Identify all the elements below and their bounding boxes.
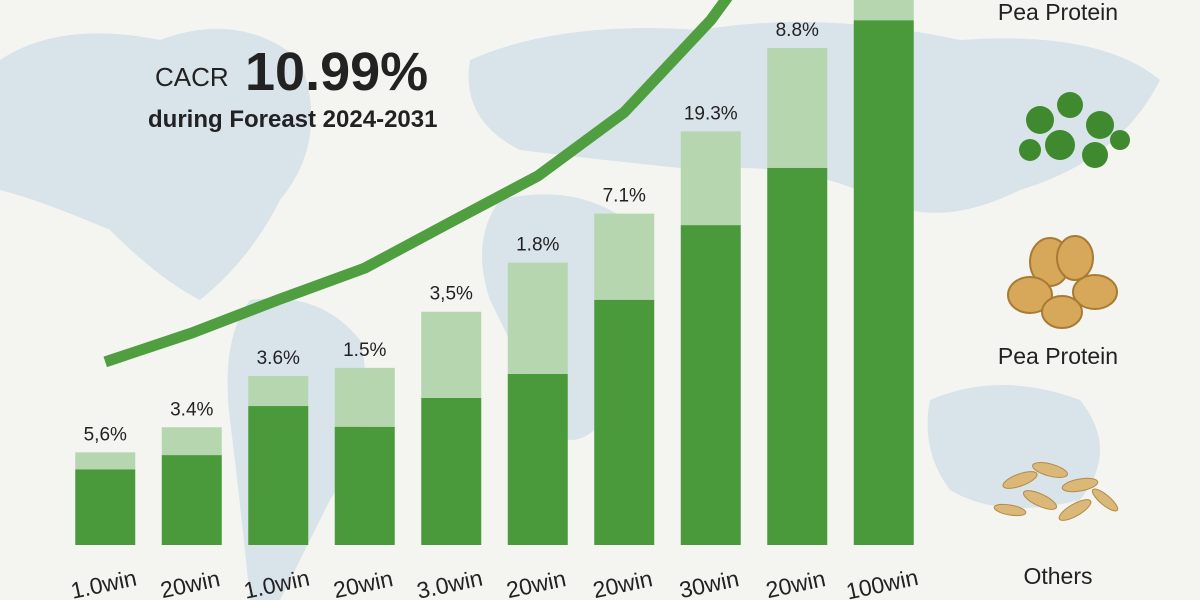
side-label: Pea Protein: [998, 0, 1118, 25]
bar-segment: [507, 373, 568, 545]
bar-segment: [507, 262, 568, 374]
x-tick-label: 3.0win: [414, 565, 484, 600]
bar-label: 5,6%: [84, 424, 127, 445]
bar-label: 1.5%: [343, 340, 386, 361]
x-tick-label: 20win: [331, 565, 395, 600]
side-label: Others: [1023, 563, 1092, 589]
bar-segment: [421, 397, 482, 545]
bar-label: 3,5%: [430, 284, 473, 305]
bar-segment: [680, 225, 741, 545]
bar-segment: [767, 167, 828, 546]
bar-segment: [75, 452, 136, 470]
bar-segment: [594, 213, 655, 300]
bar-segment: [334, 367, 395, 427]
bar-segment: [853, 20, 914, 546]
x-tick-label: 30win: [677, 565, 741, 600]
bar-segment: [680, 131, 741, 226]
bar-label: 1.8%: [516, 235, 559, 256]
bar-label: 8.8%: [776, 20, 819, 41]
bar-segment: [334, 426, 395, 545]
bar-label: 3.6%: [257, 348, 300, 369]
bar-segment: [594, 299, 655, 545]
bar-segment: [161, 455, 222, 545]
headline-value: 10.99%: [245, 42, 428, 102]
x-tick-label: 100win: [844, 564, 921, 600]
bar-segment: [75, 469, 136, 545]
side-label: Pea Protein: [998, 343, 1118, 369]
x-tick-label: 20win: [504, 565, 568, 600]
bar-segment: [248, 376, 309, 407]
bar-segment: [853, 0, 914, 21]
x-tick-label: 20win: [763, 565, 827, 600]
bar-label: 7.1%: [603, 186, 646, 207]
bar-segment: [248, 406, 309, 545]
bar-label: 19.3%: [684, 103, 738, 124]
bar-segment: [421, 311, 482, 398]
bar-segment: [767, 47, 828, 168]
bar-segment: [161, 427, 222, 456]
x-tick-label: 20win: [590, 565, 654, 600]
subtitle: during Foreast 2024-2031: [148, 106, 437, 133]
headline-prefix: CACR: [155, 62, 229, 92]
bar-label: 3.4%: [170, 399, 213, 420]
trend-line: [103, 0, 733, 368]
icons: [993, 92, 1130, 521]
x-tick-label: 20win: [158, 565, 222, 600]
x-tick-label: 1.0win: [68, 565, 138, 600]
